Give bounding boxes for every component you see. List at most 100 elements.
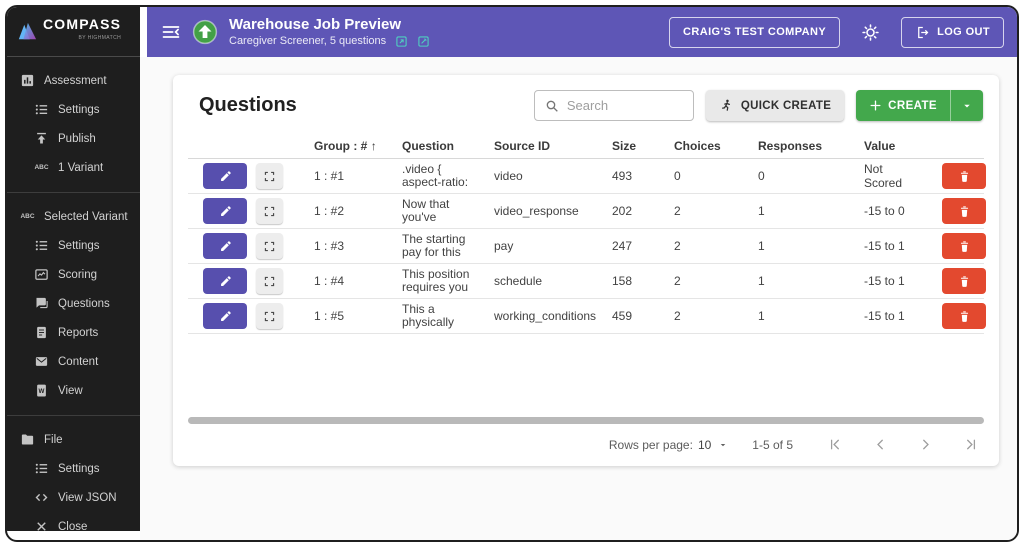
create-button[interactable]: CREATE (856, 90, 950, 121)
sidebar-item-file-settings[interactable]: Settings (7, 454, 140, 483)
search-input[interactable] (567, 98, 684, 113)
next-page-icon[interactable] (917, 436, 934, 453)
column-header-responses: Responses (750, 139, 856, 153)
edit-button[interactable] (203, 163, 247, 189)
sidebar-item-settings[interactable]: Settings (7, 95, 140, 124)
delete-button[interactable] (942, 233, 986, 259)
sidebar-item-scoring[interactable]: Scoring (7, 260, 140, 289)
source-id-cell: video (486, 169, 604, 183)
pagination-bar: Rows per page: 10 1-5 of 5 (173, 424, 999, 466)
sidebar-item-view-json[interactable]: View JSON (7, 483, 140, 512)
compass-logo-icon (16, 22, 38, 42)
app-window: COMPASS BY HIGHMATCH Assessment Settings (5, 5, 1019, 542)
choices-cell: 2 (666, 239, 750, 253)
sidebar-item-content[interactable]: Content (7, 347, 140, 376)
fullscreen-icon (263, 310, 276, 323)
edit-button[interactable] (203, 198, 247, 224)
responses-cell: 1 (750, 204, 856, 218)
source-id-cell: working_conditions (486, 309, 604, 323)
expand-button[interactable] (256, 303, 283, 329)
value-cell: -15 to 1 (856, 309, 910, 323)
pencil-icon (219, 275, 232, 288)
choices-cell: 2 (666, 204, 750, 218)
pencil-icon (219, 170, 232, 183)
question-cell: This position requires you (394, 268, 478, 294)
mail-icon (34, 354, 49, 369)
runner-icon (719, 98, 734, 113)
theme-brightness-icon[interactable] (860, 22, 881, 43)
previous-page-icon[interactable] (872, 436, 889, 453)
horizontal-scrollbar[interactable] (188, 417, 984, 424)
table-row: 1 : #5 This a physically working_conditi… (188, 299, 984, 334)
expand-button[interactable] (256, 233, 283, 259)
expand-button[interactable] (256, 163, 283, 189)
question-cell: .video { aspect-ratio: (394, 163, 478, 189)
column-header-value: Value (856, 139, 942, 153)
edit-button[interactable] (203, 233, 247, 259)
create-dropdown-button[interactable] (950, 90, 983, 121)
company-button[interactable]: CRAIG'S TEST COMPANY (669, 17, 840, 48)
sidebar-item-publish[interactable]: Publish (7, 124, 140, 153)
size-cell: 247 (604, 239, 666, 253)
chevron-down-icon (961, 100, 973, 112)
sidebar-section-selected-variant: ABC Selected Variant Settings Scoring (7, 193, 140, 416)
quick-create-button[interactable]: QUICK CREATE (706, 90, 844, 121)
responses-cell: 1 (750, 239, 856, 253)
sidebar-item-view[interactable]: W View (7, 376, 140, 405)
chevron-down-icon (718, 440, 728, 450)
publish-status-icon (192, 19, 218, 45)
table-header-row: Group : # ↑ Question Source ID Size Choi… (188, 133, 984, 159)
value-cell: -15 to 1 (856, 239, 910, 253)
source-id-cell: schedule (486, 274, 604, 288)
column-header-choices: Choices (666, 139, 750, 153)
edit-button[interactable] (203, 303, 247, 329)
menu-open-icon[interactable] (161, 22, 181, 42)
edit-title-icon[interactable] (417, 35, 430, 48)
doc-w-icon: W (34, 383, 49, 398)
responses-cell: 0 (750, 169, 856, 183)
code-icon (34, 490, 49, 505)
first-page-icon[interactable] (827, 436, 844, 453)
sidebar-section-file: File Settings View JSON (7, 416, 140, 542)
open-preview-icon[interactable] (395, 35, 408, 48)
sidebar-nav: Assessment Settings Publish ABC 1 Va (7, 57, 140, 542)
question-cell: The starting pay for this (394, 233, 478, 259)
expand-button[interactable] (256, 268, 283, 294)
questions-card: Questions QUICK CREATE (173, 75, 999, 466)
search-icon (544, 98, 560, 114)
delete-button[interactable] (942, 198, 986, 224)
trash-icon (958, 240, 971, 253)
expand-button[interactable] (256, 198, 283, 224)
trash-icon (958, 170, 971, 183)
fullscreen-icon (263, 170, 276, 183)
list-icon (34, 461, 49, 476)
fullscreen-icon (263, 275, 276, 288)
delete-button[interactable] (942, 268, 986, 294)
last-page-icon[interactable] (962, 436, 979, 453)
pencil-icon (219, 310, 232, 323)
group-cell: 1 : #3 (306, 239, 394, 253)
question-cell: This a physically (394, 303, 478, 329)
edit-button[interactable] (203, 268, 247, 294)
logo-subtitle: BY HIGHMATCH (43, 32, 121, 45)
delete-button[interactable] (942, 303, 986, 329)
column-header-group[interactable]: Group : # ↑ (306, 139, 394, 153)
folder-icon (20, 432, 35, 447)
table-row: 1 : #2 Now that you've video_response 20… (188, 194, 984, 229)
main-content: Questions QUICK CREATE (140, 57, 1017, 540)
sidebar-item-1-variant[interactable]: ABC 1 Variant (7, 153, 140, 182)
sidebar-item-questions[interactable]: Questions (7, 289, 140, 318)
group-cell: 1 : #1 (306, 169, 394, 183)
sidebar-item-assessment[interactable]: Assessment (7, 66, 140, 95)
logout-button[interactable]: LOG OUT (901, 17, 1004, 48)
size-cell: 202 (604, 204, 666, 218)
sidebar-item-file[interactable]: File (7, 425, 140, 454)
sidebar-item-variant-settings[interactable]: Settings (7, 231, 140, 260)
sidebar-item-selected-variant[interactable]: ABC Selected Variant (7, 202, 140, 231)
logout-icon (915, 25, 930, 40)
delete-button[interactable] (942, 163, 986, 189)
sidebar-item-close[interactable]: Close (7, 512, 140, 541)
size-cell: 459 (604, 309, 666, 323)
sidebar-item-reports[interactable]: Reports (7, 318, 140, 347)
rows-per-page-select[interactable]: 10 (698, 438, 728, 452)
